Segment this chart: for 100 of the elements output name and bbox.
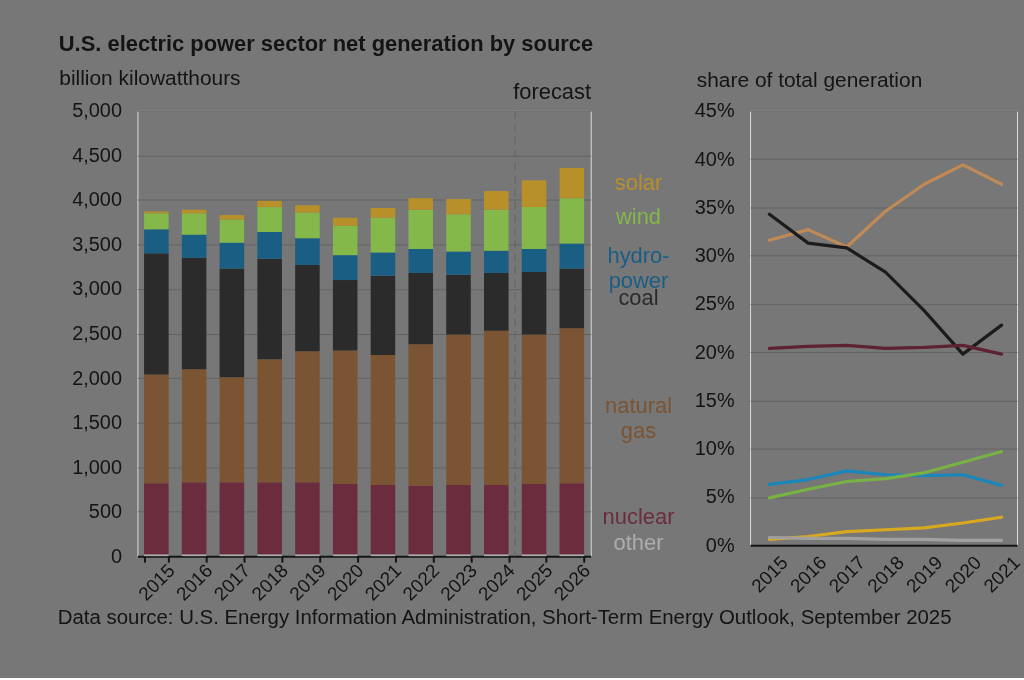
bar bbox=[370, 207, 396, 218]
line-series bbox=[767, 343, 1004, 356]
bar bbox=[446, 214, 471, 252]
bar bbox=[295, 264, 320, 352]
bar bbox=[483, 191, 509, 210]
bar bbox=[257, 207, 282, 232]
bar bbox=[559, 328, 585, 484]
bar bbox=[408, 272, 434, 345]
bar bbox=[144, 253, 169, 375]
bar bbox=[559, 198, 585, 244]
bar bbox=[219, 377, 245, 483]
bar bbox=[144, 213, 169, 230]
bar bbox=[219, 268, 245, 378]
bar bbox=[332, 484, 358, 555]
bar bbox=[332, 255, 358, 281]
bar bbox=[521, 484, 547, 555]
bar bbox=[446, 334, 471, 485]
bar bbox=[521, 248, 547, 273]
bar bbox=[559, 483, 585, 555]
bar bbox=[446, 251, 471, 275]
y-tick-label: 500 bbox=[88, 500, 123, 523]
line-series bbox=[767, 212, 1004, 356]
series-label: natural gas bbox=[605, 392, 672, 443]
y-tick-label: 20% bbox=[694, 340, 735, 363]
y-axis-title: billion kilowatthours bbox=[59, 66, 241, 90]
bar bbox=[181, 369, 207, 483]
y-tick-label: 15% bbox=[694, 388, 735, 411]
bar bbox=[446, 484, 471, 555]
bar bbox=[295, 212, 320, 239]
bar bbox=[257, 258, 282, 360]
bar bbox=[521, 180, 547, 208]
bar bbox=[181, 257, 207, 370]
bar bbox=[370, 354, 396, 485]
bar bbox=[181, 482, 207, 555]
bar bbox=[257, 200, 282, 208]
line-series bbox=[767, 449, 1004, 500]
bar bbox=[408, 198, 434, 210]
bar bbox=[144, 374, 169, 484]
bar bbox=[370, 275, 396, 355]
y-tick-label: 0 bbox=[110, 544, 123, 567]
bar bbox=[559, 268, 585, 329]
y-tick-label: 1,500 bbox=[72, 411, 123, 434]
bar bbox=[332, 225, 358, 256]
y-tick-label: 3,000 bbox=[72, 277, 123, 300]
bar bbox=[219, 219, 245, 243]
bar bbox=[257, 232, 282, 259]
ref-line-label: forecast bbox=[513, 78, 592, 104]
y-tick-label: 35% bbox=[694, 195, 735, 218]
bar bbox=[295, 238, 320, 265]
y-tick-label: 0% bbox=[705, 533, 735, 556]
bar bbox=[483, 250, 509, 273]
bar bbox=[483, 209, 509, 251]
line-series bbox=[767, 469, 1004, 487]
y-tick-label: 4,000 bbox=[72, 188, 123, 211]
y-tick-label: 5% bbox=[705, 485, 735, 508]
y-tick-label: 2,000 bbox=[72, 366, 123, 389]
bar bbox=[521, 334, 547, 485]
y-tick-label: 10% bbox=[694, 437, 735, 460]
bar bbox=[144, 229, 169, 254]
bar bbox=[559, 167, 585, 199]
series-label: wind bbox=[614, 204, 662, 230]
bar bbox=[408, 344, 434, 486]
y-tick-label: 4,500 bbox=[72, 143, 123, 166]
y-tick-label: 3,500 bbox=[72, 232, 123, 255]
bar bbox=[408, 485, 434, 555]
bar bbox=[181, 234, 207, 258]
chart-title: U.S. electric power sector net generation by source bbox=[58, 31, 594, 57]
bar bbox=[219, 242, 245, 269]
bar bbox=[144, 483, 169, 555]
bar bbox=[483, 272, 509, 331]
bar bbox=[332, 217, 358, 226]
y-axis-title: share of total generation bbox=[696, 68, 923, 92]
bar bbox=[332, 350, 358, 485]
y-tick-label: 25% bbox=[694, 292, 735, 315]
bar bbox=[332, 280, 358, 351]
series-label: nuclear bbox=[602, 504, 675, 530]
bar bbox=[295, 351, 320, 483]
bar bbox=[483, 330, 509, 485]
bar bbox=[295, 482, 320, 555]
bar bbox=[219, 215, 245, 220]
bar bbox=[257, 482, 282, 555]
bar bbox=[408, 248, 434, 273]
bar bbox=[521, 272, 547, 335]
line-series bbox=[767, 163, 1004, 249]
bar bbox=[446, 199, 471, 215]
bar bbox=[181, 213, 207, 235]
y-tick-label: 1,000 bbox=[72, 455, 123, 478]
bar bbox=[446, 274, 471, 335]
y-tick-label: 45% bbox=[694, 99, 735, 122]
source-note: Data source: U.S. Energy Information Administration, Short-Term Energy Outlook, September 2025 bbox=[57, 605, 952, 628]
bar bbox=[370, 217, 396, 253]
bar bbox=[483, 484, 509, 555]
y-tick-label: 30% bbox=[694, 244, 735, 267]
y-tick-label: 2,500 bbox=[72, 322, 123, 344]
bar bbox=[408, 209, 434, 249]
bar bbox=[257, 359, 282, 483]
series-label: solar bbox=[614, 170, 663, 195]
bar bbox=[295, 205, 320, 213]
y-tick-label: 5,000 bbox=[72, 99, 123, 122]
bar bbox=[559, 243, 585, 269]
